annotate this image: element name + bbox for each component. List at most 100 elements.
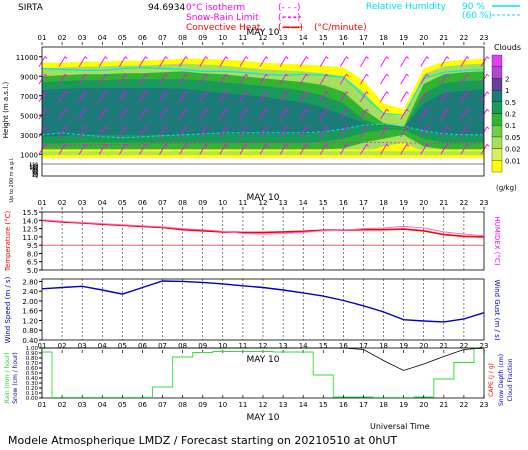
agl-tick-label: 60: [32, 169, 38, 175]
agl-tick-label: 30: [32, 172, 38, 178]
wind-barb: [426, 144, 430, 147]
colorbar-level: 0.01: [505, 157, 521, 165]
wind-barb: [279, 56, 287, 67]
hour-label: 03: [78, 34, 87, 42]
wind-barb: [225, 73, 229, 77]
wind-barb: [58, 109, 66, 120]
wind-barb: [64, 144, 68, 147]
rain-axis-label: Rain (mm / hour): [4, 352, 11, 403]
wind-barb: [319, 56, 327, 67]
hour-label: 17: [359, 401, 368, 409]
hour-label: 14: [299, 401, 308, 409]
wind-barb: [205, 56, 209, 59]
hour-label: 08: [178, 401, 187, 409]
wind-barb: [44, 56, 48, 59]
wind-barb: [339, 126, 347, 138]
wind-barb: [44, 91, 48, 95]
precip-tick-label: 0.30: [26, 381, 39, 387]
rh-legend-value: (60 %): [462, 11, 492, 21]
wind-barb: [64, 73, 68, 77]
hour-label: 06: [138, 401, 147, 409]
temp-tick-label: 15.5: [22, 209, 38, 217]
wind-barb: [44, 108, 48, 112]
wind-barb: [466, 91, 470, 95]
wind-barb: [380, 56, 387, 67]
wind-barb: [125, 126, 128, 130]
wind-tick-label: 1.60: [22, 308, 38, 316]
agl-tick-label: 150: [29, 162, 38, 168]
agl-tick-label: 70: [32, 168, 38, 174]
temp-tick-label: 6.5: [27, 259, 38, 267]
wind-barb: [339, 91, 347, 102]
wind-barb: [179, 91, 187, 102]
wind-barb: [325, 144, 329, 147]
wind-barb: [58, 126, 66, 138]
temp-tick-label: 14.0: [22, 217, 38, 225]
colorbar-level: 0.5: [505, 99, 516, 107]
date-label: MAY 10: [246, 28, 279, 38]
wind-barb: [440, 126, 448, 138]
wind-barb: [104, 108, 108, 112]
wind-barb: [104, 91, 108, 95]
wind-barb: [145, 144, 148, 147]
temp-tick-label: 11.0: [22, 234, 38, 242]
hour-label: 21: [439, 34, 448, 42]
wind-barb: [104, 73, 108, 77]
hour-label: 13: [279, 401, 288, 409]
wind-barb: [380, 91, 387, 102]
precip-tick-label: 0.60: [26, 366, 39, 372]
wind-barb: [84, 144, 88, 147]
wind-barb: [325, 108, 329, 112]
wind-barb: [440, 144, 448, 155]
wind-barb: [279, 91, 287, 102]
wind-barb: [145, 91, 148, 95]
colorbar-level: 0.1: [505, 122, 516, 130]
wind-barb: [466, 108, 470, 112]
precip-tick-label: 0.10: [26, 391, 39, 397]
wind-barb: [179, 56, 187, 67]
wind-barb: [159, 56, 166, 67]
wind-barb: [118, 56, 126, 67]
zero-isotherm: [42, 142, 484, 146]
wind-barb: [239, 109, 247, 120]
hour-label: 03: [78, 342, 87, 350]
wind-barb: [84, 108, 88, 112]
hour-label: 17: [359, 199, 368, 207]
wind-barb: [460, 109, 468, 120]
colorbar-swatch: [491, 136, 503, 149]
hour-label: 15: [319, 34, 328, 42]
wind-barb: [44, 73, 48, 77]
wind-barb: [199, 144, 207, 155]
cloud-panel-frame: [41, 46, 485, 177]
wind-barb: [319, 73, 327, 85]
hour-label: 23: [480, 342, 489, 350]
wind-barb: [118, 126, 126, 138]
wind-barb: [205, 73, 209, 77]
cloud-field: [38, 47, 490, 176]
height-tick-label: 3000: [20, 132, 38, 140]
wind-barb: [440, 91, 448, 102]
date-label: MAY 10: [246, 355, 279, 365]
precip-tick-label: 0.00: [26, 396, 39, 402]
wind-barb: [440, 56, 448, 67]
wind-barb: [305, 108, 309, 112]
wind-barb: [305, 126, 309, 130]
wind-barb: [139, 126, 146, 138]
hour-label: 04: [98, 401, 107, 409]
temp-tick-label: 5.0: [27, 267, 38, 275]
wind-barb: [245, 108, 249, 112]
wind-barb: [265, 144, 269, 147]
wind-barb: [426, 108, 430, 112]
wind-barb: [245, 73, 249, 77]
temp-series-line: [41, 219, 485, 237]
hour-label: 16: [339, 342, 348, 350]
hour-label: 10: [218, 342, 227, 350]
wind-barb: [118, 91, 126, 102]
wind-barb: [486, 126, 490, 130]
wind-barb: [366, 91, 369, 95]
colorbar-level: 0.02: [505, 146, 521, 154]
forecast-title: Modele Atmospherique LMDZ / Forecast sta…: [8, 434, 397, 447]
height-tick-label: 7000: [20, 93, 38, 101]
wind-tick-label: 1.20: [22, 317, 38, 325]
hour-label: 12: [259, 342, 268, 350]
